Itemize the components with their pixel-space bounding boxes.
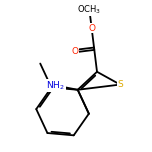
Text: S: S [117,80,123,89]
Text: O: O [88,24,95,33]
Text: NH$_2$: NH$_2$ [46,79,65,92]
Text: OCH$_3$: OCH$_3$ [77,3,101,16]
Text: O: O [72,47,79,55]
